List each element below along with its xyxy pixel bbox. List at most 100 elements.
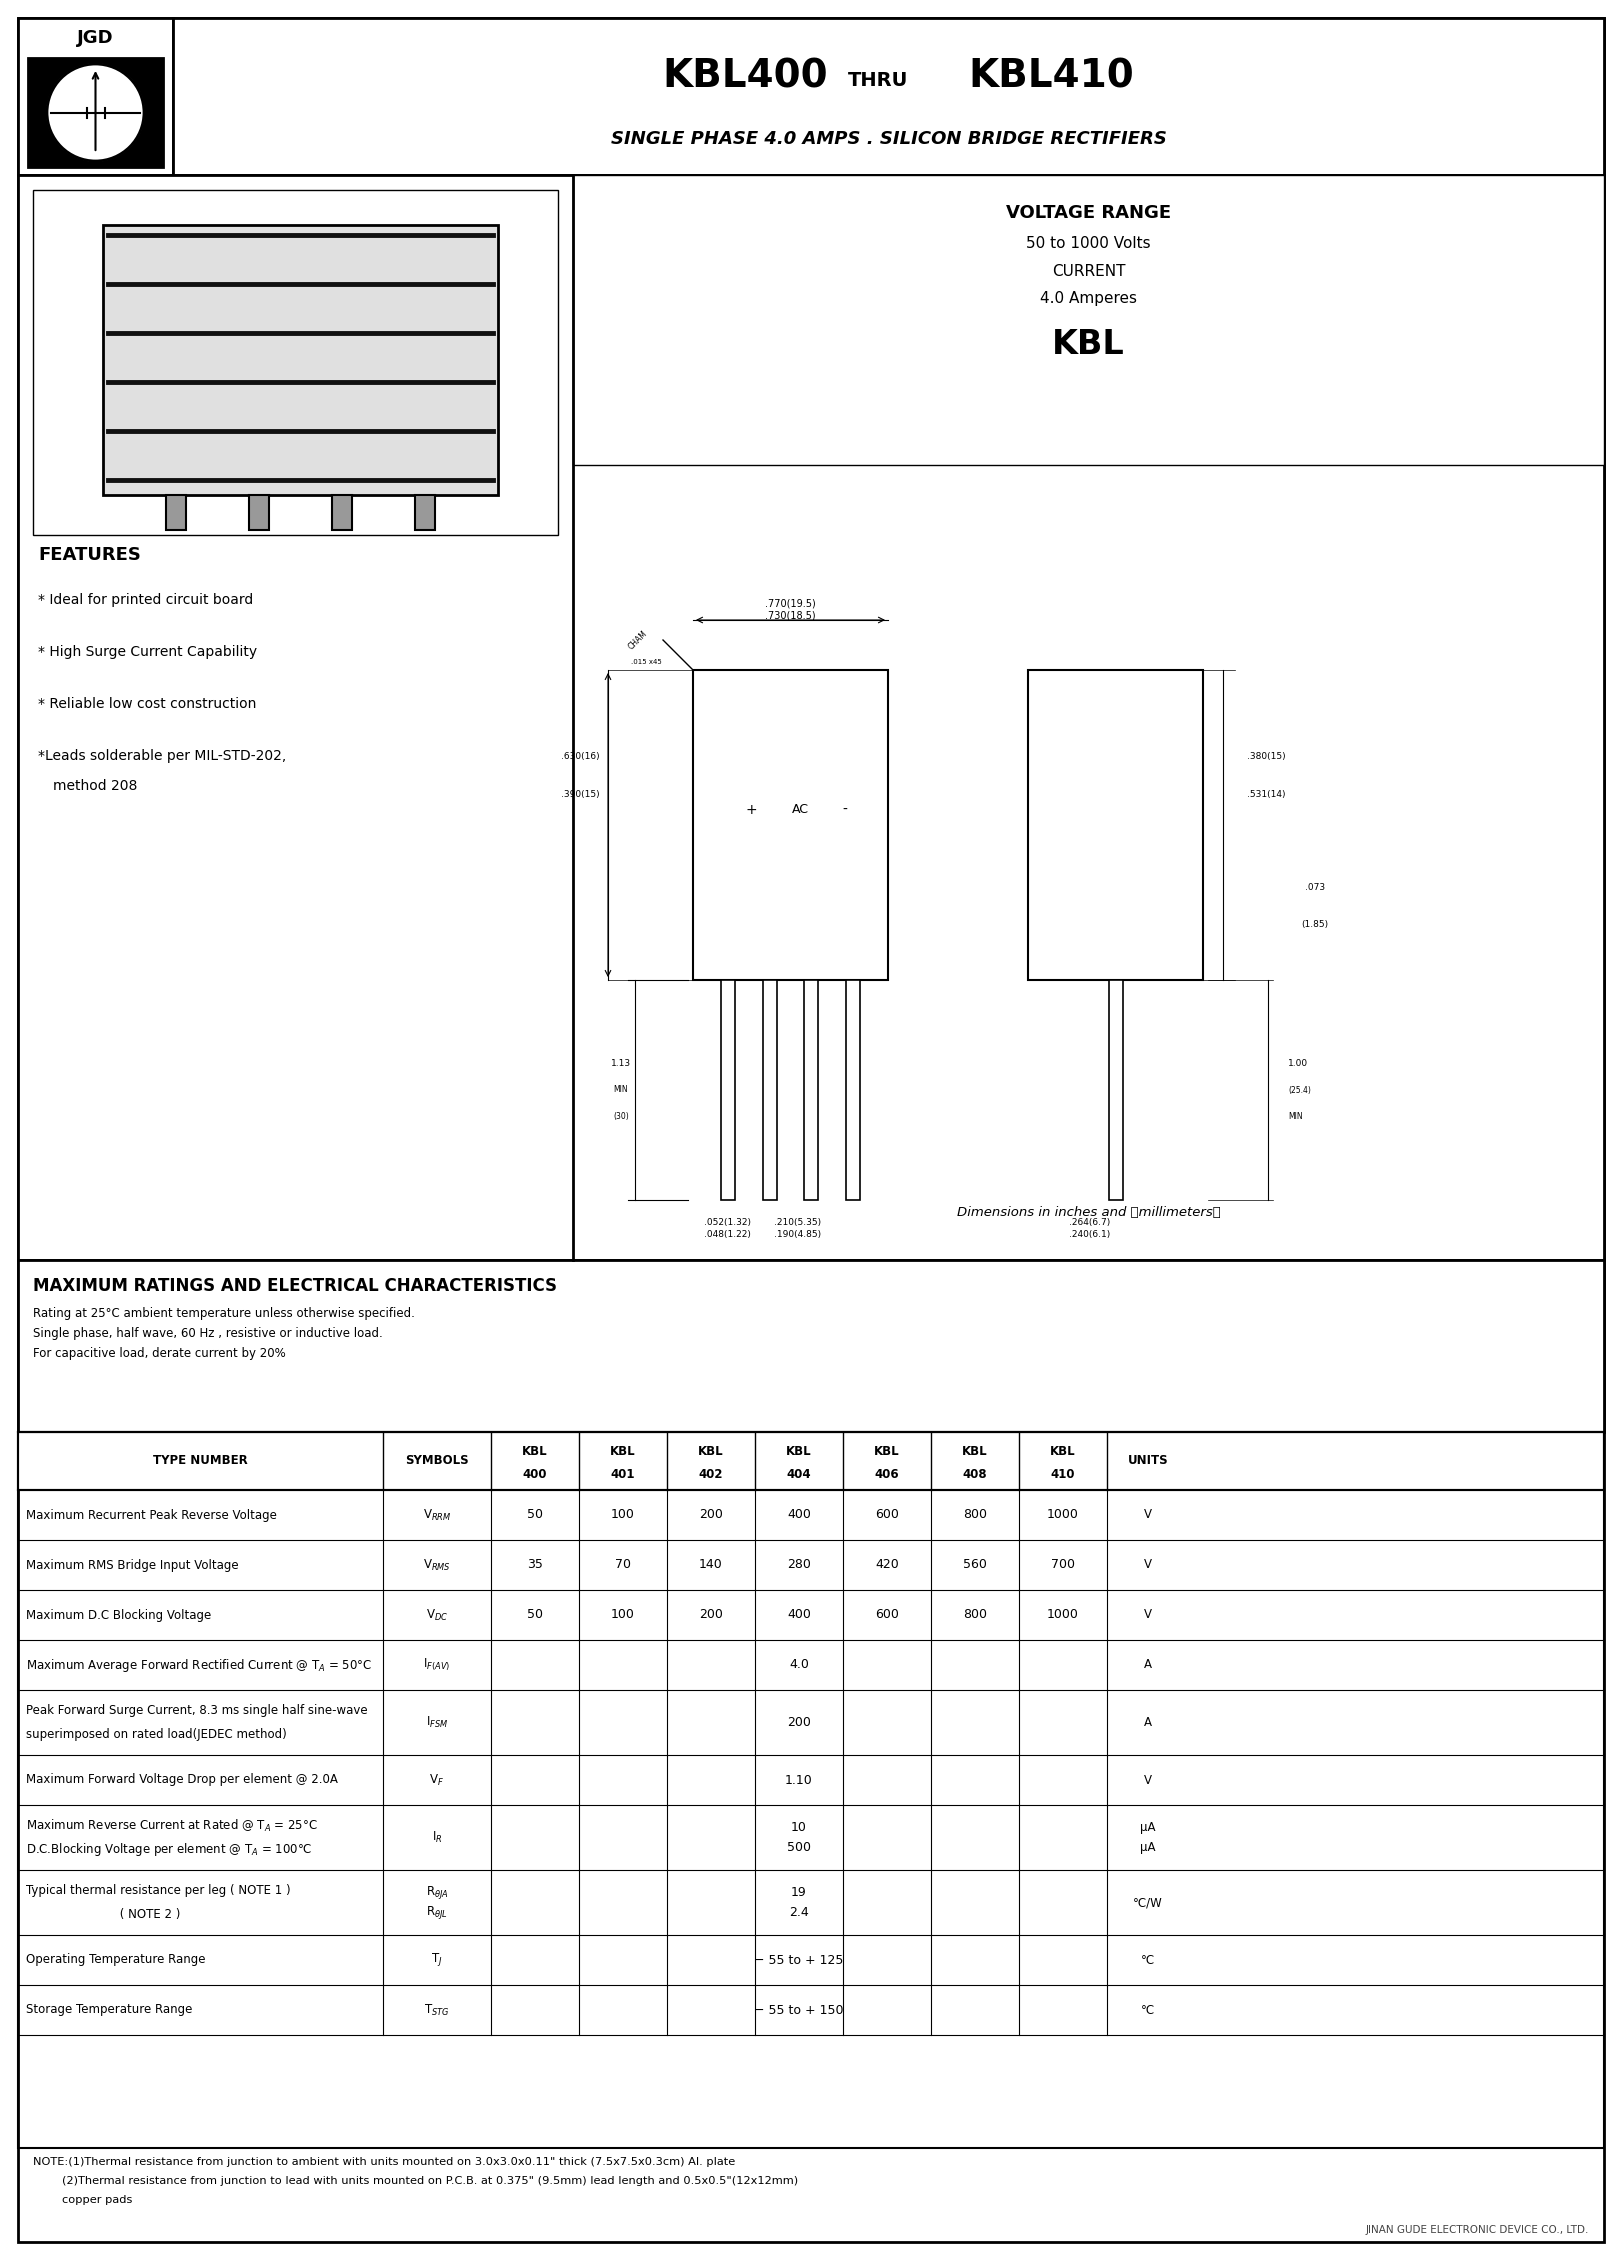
Text: .730(18.5): .730(18.5) (766, 610, 816, 622)
Text: TYPE NUMBER: TYPE NUMBER (152, 1455, 248, 1467)
Text: * Ideal for printed circuit board: * Ideal for printed circuit board (37, 592, 253, 608)
Text: .052(1.32): .052(1.32) (704, 1218, 751, 1227)
Bar (573, 174, 1604, 466)
Bar (1028, 669, 1204, 981)
Text: NOTE:(1)Thermal resistance from junction to ambient with units mounted on 3.0x3.: NOTE:(1)Thermal resistance from junction… (32, 2156, 735, 2167)
Text: Maximum Forward Voltage Drop per element @ 2.0A: Maximum Forward Voltage Drop per element… (26, 1774, 337, 1785)
Text: 4.0: 4.0 (788, 1659, 809, 1672)
Text: 200: 200 (699, 1507, 723, 1521)
Bar (165, 495, 187, 531)
Text: KBL: KBL (1053, 328, 1126, 362)
Text: Maximum Reverse Current at Rated @ T$_{A}$ = 25°C: Maximum Reverse Current at Rated @ T$_{A… (26, 1817, 318, 1833)
Text: 404: 404 (787, 1467, 811, 1480)
Text: R$_{\theta JA}$: R$_{\theta JA}$ (425, 1885, 448, 1901)
Text: * Reliable low cost construction: * Reliable low cost construction (37, 696, 256, 712)
Text: method 208: method 208 (54, 780, 138, 793)
Text: 1.00: 1.00 (1288, 1060, 1307, 1069)
Text: 19: 19 (792, 1887, 806, 1898)
Bar (18, 1433, 1604, 1489)
Text: °C: °C (1140, 2005, 1155, 2016)
Text: 800: 800 (963, 1507, 988, 1521)
Bar (18, 1261, 1604, 1433)
Circle shape (47, 63, 144, 160)
Text: 100: 100 (611, 1507, 634, 1521)
Text: Storage Temperature Range: Storage Temperature Range (26, 2005, 193, 2016)
Text: JGD: JGD (78, 29, 114, 47)
Text: Dimensions in inches and （millimeters）: Dimensions in inches and （millimeters） (957, 1205, 1220, 1218)
Text: 50: 50 (527, 1609, 543, 1620)
Text: 50: 50 (527, 1507, 543, 1521)
Text: Maximum Average Forward Rectified Current @ T$_{A}$ = 50°C: Maximum Average Forward Rectified Curren… (26, 1657, 373, 1672)
Text: 10: 10 (792, 1822, 806, 1835)
Text: VOLTAGE RANGE: VOLTAGE RANGE (1006, 203, 1171, 221)
Text: THRU: THRU (848, 70, 908, 90)
Text: SYMBOLS: SYMBOLS (406, 1455, 469, 1467)
Bar (333, 495, 352, 531)
Text: 1.10: 1.10 (785, 1774, 813, 1785)
Text: V$_{RRM}$: V$_{RRM}$ (423, 1507, 451, 1523)
Text: Operating Temperature Range: Operating Temperature Range (26, 1953, 206, 1966)
Text: KBL: KBL (787, 1444, 813, 1458)
Text: MIN: MIN (1288, 1112, 1302, 1121)
Bar (847, 981, 860, 1200)
Bar (174, 18, 1604, 174)
Text: AC: AC (792, 802, 809, 816)
Text: 140: 140 (699, 1559, 723, 1571)
Bar (762, 981, 777, 1200)
Text: -: - (843, 802, 848, 816)
Text: KBL: KBL (962, 1444, 988, 1458)
Text: 280: 280 (787, 1559, 811, 1571)
Text: JINAN GUDE ELECTRONIC DEVICE CO., LTD.: JINAN GUDE ELECTRONIC DEVICE CO., LTD. (1366, 2226, 1590, 2235)
Text: T$_{J}$: T$_{J}$ (431, 1950, 443, 1968)
Text: 2.4: 2.4 (790, 1905, 809, 1919)
Text: 406: 406 (874, 1467, 899, 1480)
Text: (25.4): (25.4) (1288, 1085, 1311, 1094)
Text: 420: 420 (876, 1559, 899, 1571)
Text: 1000: 1000 (1048, 1507, 1079, 1521)
Text: °C/W: °C/W (1134, 1896, 1163, 1910)
Text: Maximum D.C Blocking Voltage: Maximum D.C Blocking Voltage (26, 1609, 211, 1620)
Text: .015 x45: .015 x45 (631, 660, 662, 664)
Text: 400: 400 (522, 1467, 547, 1480)
Text: I$_{F(AV)}$: I$_{F(AV)}$ (423, 1657, 451, 1672)
Text: 408: 408 (963, 1467, 988, 1480)
Text: CURRENT: CURRENT (1051, 264, 1126, 278)
Text: V: V (1144, 1507, 1152, 1521)
Bar (250, 495, 269, 531)
Text: 400: 400 (787, 1507, 811, 1521)
Text: .240(6.1): .240(6.1) (1069, 1229, 1109, 1238)
Text: T$_{STG}$: T$_{STG}$ (425, 2002, 449, 2018)
Text: 402: 402 (699, 1467, 723, 1480)
Text: * High Surge Current Capability: * High Surge Current Capability (37, 644, 258, 660)
Text: +: + (746, 802, 757, 816)
Text: 600: 600 (874, 1609, 899, 1620)
Text: CHAM: CHAM (626, 628, 649, 651)
Text: KBL: KBL (1049, 1444, 1075, 1458)
Text: μA: μA (1140, 1822, 1156, 1835)
Text: 200: 200 (787, 1715, 811, 1729)
Text: KBL400: KBL400 (663, 56, 829, 95)
Text: .073: .073 (1306, 881, 1325, 890)
Text: Maximum RMS Bridge Input Voltage: Maximum RMS Bridge Input Voltage (26, 1559, 238, 1571)
Text: KBL: KBL (874, 1444, 900, 1458)
Text: I$_{R}$: I$_{R}$ (431, 1831, 443, 1844)
Text: A: A (1144, 1659, 1152, 1672)
Text: .048(1.22): .048(1.22) (704, 1229, 751, 1238)
Text: .390(15): .390(15) (561, 789, 599, 798)
Text: 1000: 1000 (1048, 1609, 1079, 1620)
Text: ( NOTE 2 ): ( NOTE 2 ) (26, 1907, 180, 1921)
Text: For capacitive load, derate current by 20%: For capacitive load, derate current by 2… (32, 1347, 285, 1361)
Text: SINGLE PHASE 4.0 AMPS . SILICON BRIDGE RECTIFIERS: SINGLE PHASE 4.0 AMPS . SILICON BRIDGE R… (610, 129, 1166, 147)
Bar (415, 495, 435, 531)
Text: KBL: KBL (522, 1444, 548, 1458)
Text: Peak Forward Surge Current, 8.3 ms single half sine-wave: Peak Forward Surge Current, 8.3 ms singl… (26, 1704, 368, 1718)
Text: 401: 401 (611, 1467, 636, 1480)
Text: V: V (1144, 1559, 1152, 1571)
Text: V$_{F}$: V$_{F}$ (430, 1772, 444, 1788)
Text: UNITS: UNITS (1127, 1455, 1168, 1467)
Text: − 55 to + 125: − 55 to + 125 (754, 1953, 843, 1966)
Text: μA: μA (1140, 1842, 1156, 1853)
Text: (2)Thermal resistance from junction to lead with units mounted on P.C.B. at 0.37: (2)Thermal resistance from junction to l… (32, 2176, 798, 2185)
Text: KBL410: KBL410 (968, 56, 1134, 95)
Text: 500: 500 (787, 1842, 811, 1853)
